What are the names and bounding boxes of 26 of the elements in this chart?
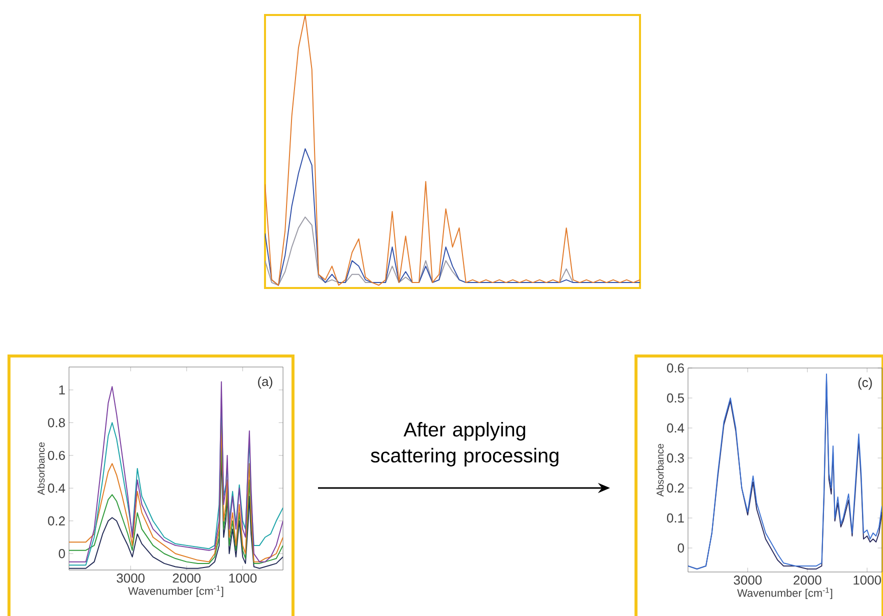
y-tick-label: 0 — [58, 549, 65, 558]
y-axis-title: Absorbance — [37, 442, 45, 496]
annotation: (a) — [258, 376, 272, 389]
x-tick-label: 1000 — [854, 576, 881, 585]
y-tick-label: 0.4 — [48, 484, 66, 493]
x-axis-title: Wavenumber [cm$^{-1}$] — [128, 586, 224, 598]
y-axis-title: Absorbance — [656, 444, 664, 497]
y-tick-label: 0.6 — [48, 450, 65, 460]
y-tick-label: 0.2 — [48, 516, 65, 526]
x-tick-label: 2000 — [794, 576, 822, 585]
x-tick-label: 2000 — [172, 574, 201, 583]
text: After applying scattering processing — [370, 422, 558, 466]
y-tick-label: 0.8 — [48, 418, 65, 428]
x-axis-title: Wavenumber [cm$^{-1}$] — [737, 588, 832, 600]
x-tick-label: 1000 — [229, 574, 257, 583]
y-tick-label: 1 — [59, 385, 65, 394]
y-tick-label: 0.1 — [666, 513, 684, 523]
y-tick-label: 0.2 — [666, 483, 684, 493]
y-tick-label: 0.5 — [666, 393, 684, 403]
y-tick-label: 0.4 — [666, 423, 684, 433]
y-tick-label: 0 — [678, 543, 684, 553]
y-tick-label: 0.6 — [666, 363, 684, 373]
x-tick-label: 3000 — [734, 576, 762, 585]
y-tick-label: 0.3 — [666, 453, 684, 463]
annotation: (c) — [858, 378, 872, 390]
x-tick-label: 3000 — [116, 574, 145, 583]
